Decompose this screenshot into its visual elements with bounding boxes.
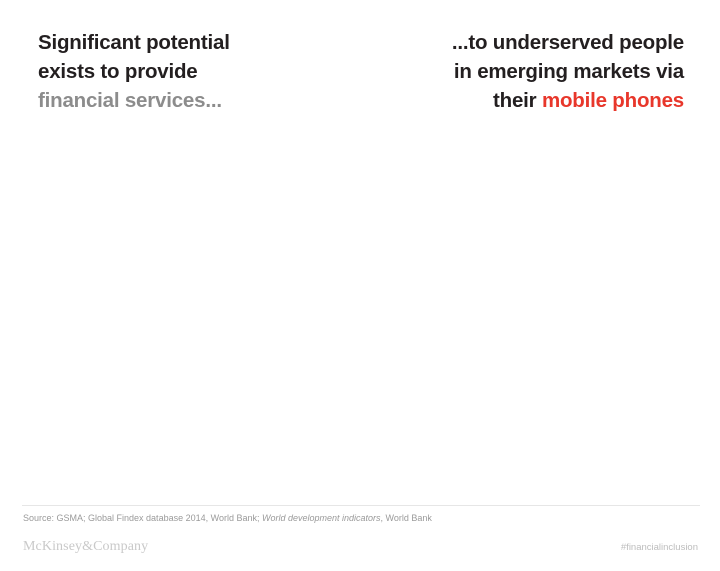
slide-body-area [22,125,700,495]
headline-left-line-1: Significant potential [38,31,230,54]
headline-left-line-3: financial services... [38,89,222,112]
headline-right-line-1: ...to underserved people [451,31,684,54]
footer-divider [22,505,700,506]
headline-right-line-2: in emerging markets via [453,60,684,83]
source-italic-title: World development indicators [261,513,381,523]
headline-right-line-3: their mobile phones [452,86,684,115]
mckinsey-company-logo: McKinsey&Company [23,539,149,554]
headline-band: Significant potential exists to provide … [38,28,684,115]
headline-right-accent-phrase: mobile phones [541,89,684,112]
hashtag-label: #financialinclusion [620,542,698,553]
source-attribution: Source: GSMA; Global Findex database 201… [23,512,432,524]
source-prefix: Source: GSMA; Global Findex database 201… [23,513,262,523]
source-suffix: , World Bank [380,513,432,523]
headline-left: Significant potential exists to provide … [38,28,230,115]
headline-left-line-2: exists to provide [38,60,198,83]
footer-row: McKinsey&Company #financialinclusion [23,538,698,556]
headline-right: ...to underserved people in emerging mar… [452,28,684,115]
headline-right-line-3-lead: their [493,89,542,112]
